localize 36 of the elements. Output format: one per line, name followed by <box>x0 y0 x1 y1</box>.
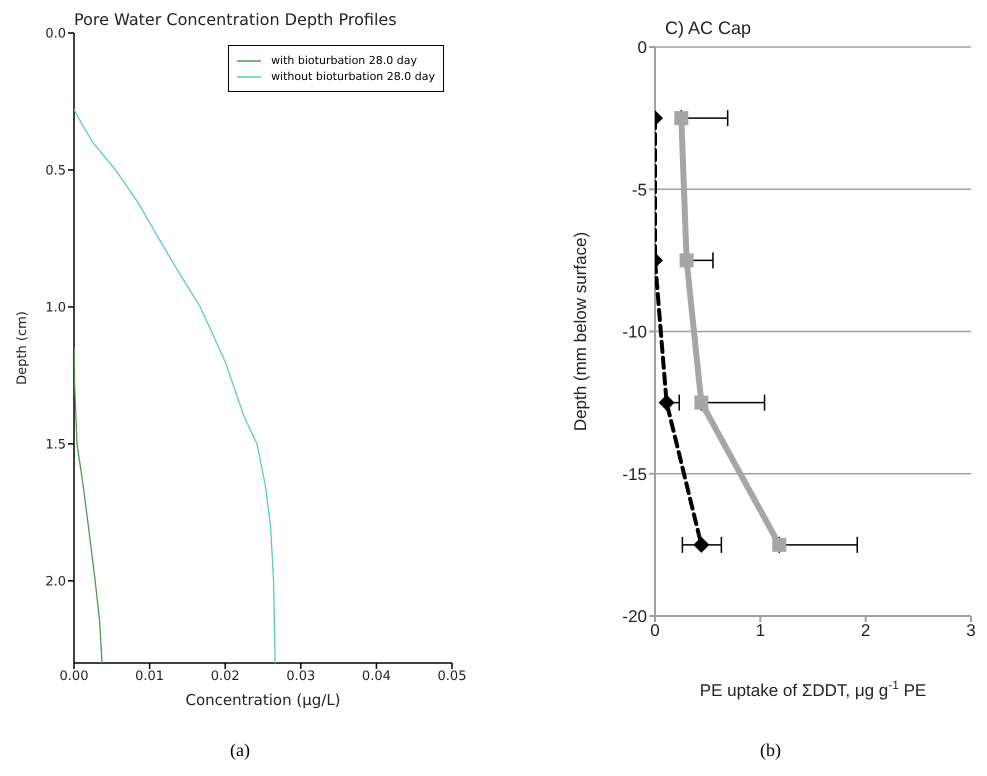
point <box>680 253 694 268</box>
y-tick-label: 1.0 <box>45 300 66 316</box>
x-tick-label: 1 <box>756 621 766 640</box>
x-tick-label: 2 <box>860 621 870 640</box>
y-axis-title: Depth (cm) <box>15 311 30 385</box>
x-tick-label: 0 <box>650 621 660 640</box>
y-tick-label: 0 <box>638 38 647 58</box>
point <box>694 396 708 410</box>
y-tick-label: -10 <box>622 322 647 342</box>
x-tick-label: 0.00 <box>60 669 88 684</box>
chart-title: C) AC Cap <box>665 18 752 39</box>
x-tick-label: 0.02 <box>210 669 240 684</box>
legend-label: with bioturbation 28.0 day <box>271 54 417 67</box>
y-tick-label: 1.5 <box>45 437 66 452</box>
y-axis-title: Depth (mm below surface) <box>571 232 590 432</box>
legend-label: without bioturbation 28.0 day <box>271 70 435 83</box>
x-axis-title: PE uptake of ΣDDT, μg g$^{-1}$ PE <box>700 678 926 700</box>
line-series <box>74 109 276 663</box>
x-tick-label: 0.04 <box>362 669 391 684</box>
chart-title: Pore Water Concentration Depth Profiles <box>74 10 397 29</box>
x-axis-title: Concentration (μg/L) <box>185 691 341 709</box>
y-tick-label: 0.5 <box>45 164 66 179</box>
y-tick-label: 0.0 <box>45 26 66 42</box>
line-series <box>74 347 103 663</box>
y-tick-label: 2.0 <box>45 574 66 590</box>
x-tick-label: 0.05 <box>438 669 466 684</box>
x-tick-label: 0.03 <box>286 669 316 684</box>
y-tick-label: -15 <box>622 464 647 484</box>
x-tick-label: 0.01 <box>135 669 164 684</box>
text: (b) <box>760 740 781 761</box>
y-tick-label: -5 <box>632 180 647 200</box>
y-tick-label: -20 <box>622 607 647 626</box>
point <box>772 538 786 552</box>
text: (a) <box>230 740 250 761</box>
point <box>674 111 688 126</box>
x-tick-label: 3 <box>966 621 976 640</box>
